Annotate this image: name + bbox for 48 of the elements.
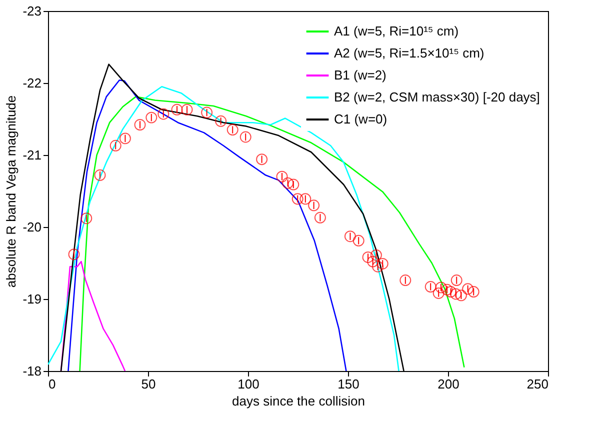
point	[370, 249, 382, 261]
point	[68, 248, 80, 260]
point	[80, 212, 92, 224]
point	[146, 112, 158, 124]
point	[158, 108, 170, 120]
point	[352, 234, 364, 246]
point	[400, 274, 412, 286]
point	[201, 106, 213, 118]
x-axis-title: days since the collision	[232, 394, 365, 408]
point	[134, 119, 146, 130]
legend-label: A2 (w=5, Ri=1.5×10¹⁵ cm)	[334, 46, 484, 60]
point	[344, 230, 356, 242]
x-tick-label: 250	[526, 376, 548, 392]
point	[314, 212, 326, 224]
y-tick-label: -21	[22, 148, 42, 162]
x-tick-label: 200	[438, 376, 460, 392]
point	[308, 200, 320, 212]
legend-label: A1 (w=5, Ri=10¹⁵ cm)	[334, 24, 459, 38]
point	[292, 193, 304, 205]
x-tick-label: 100	[238, 376, 260, 392]
point	[450, 274, 462, 286]
y-tick-label: -23	[22, 4, 42, 18]
point	[462, 283, 474, 295]
y-tick-label: -20	[22, 220, 42, 234]
legend-label: C1 (w=0)	[334, 112, 388, 126]
point	[424, 281, 436, 292]
y-tick-label: -22	[22, 76, 42, 90]
point	[226, 124, 238, 136]
y-tick-label: -19	[22, 292, 42, 306]
x-tick-label: 0	[48, 376, 56, 392]
line-series	[60, 260, 126, 371]
y-axis-title: absolute R band Vega magnitude	[4, 95, 19, 288]
point	[240, 131, 252, 143]
point	[256, 154, 268, 166]
point	[119, 132, 131, 144]
y-tick-label: -18	[22, 364, 42, 378]
point	[94, 169, 106, 181]
x-tick-label: 50	[141, 376, 156, 392]
point	[435, 282, 447, 294]
point	[181, 104, 193, 116]
x-tick-label: 150	[338, 376, 360, 392]
point	[362, 252, 374, 263]
legend-label: B2 (w=2, CSM mass×30) [-20 days]	[334, 90, 540, 104]
point	[300, 193, 312, 205]
point	[171, 104, 183, 116]
legend-label: B1 (w=2)	[334, 68, 386, 82]
point	[215, 115, 227, 127]
point	[110, 140, 122, 152]
